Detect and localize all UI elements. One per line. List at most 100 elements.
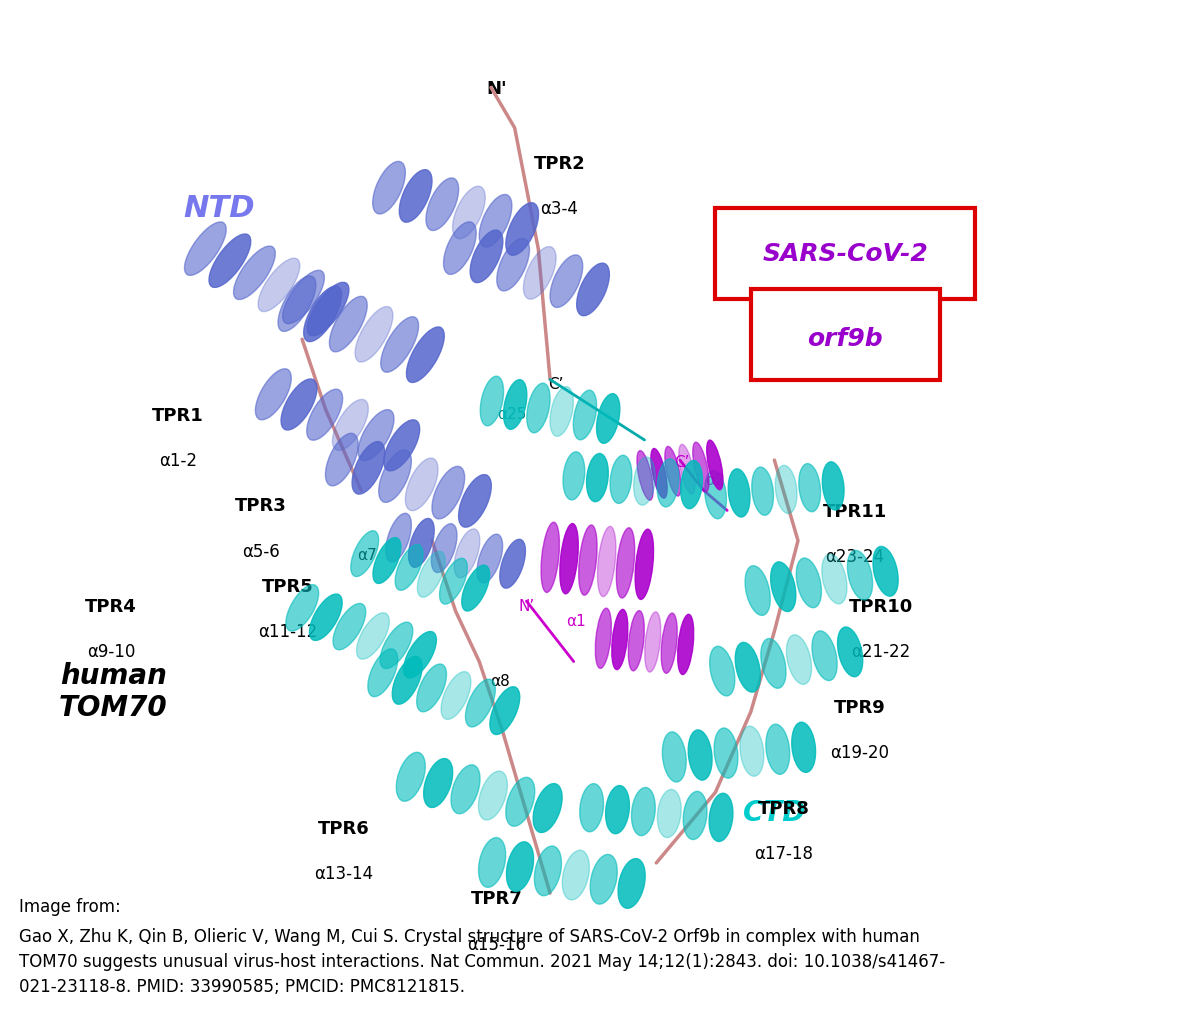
Ellipse shape — [596, 393, 620, 444]
Ellipse shape — [550, 254, 583, 308]
Ellipse shape — [658, 789, 682, 838]
Text: TPR11: TPR11 — [822, 503, 887, 520]
Ellipse shape — [606, 786, 630, 834]
Ellipse shape — [658, 459, 679, 507]
Ellipse shape — [618, 858, 646, 909]
Ellipse shape — [281, 379, 317, 430]
Ellipse shape — [373, 538, 401, 584]
Ellipse shape — [590, 854, 617, 904]
Text: α19-20: α19-20 — [830, 744, 889, 762]
Ellipse shape — [635, 529, 654, 600]
Ellipse shape — [352, 442, 385, 494]
Ellipse shape — [452, 186, 485, 239]
Ellipse shape — [234, 246, 275, 299]
Ellipse shape — [680, 461, 702, 509]
Ellipse shape — [286, 585, 319, 631]
Ellipse shape — [766, 725, 790, 775]
Ellipse shape — [709, 646, 734, 696]
Ellipse shape — [580, 784, 604, 832]
Ellipse shape — [740, 726, 764, 777]
Ellipse shape — [185, 222, 227, 275]
Ellipse shape — [379, 450, 412, 503]
Ellipse shape — [704, 470, 726, 519]
Text: α25: α25 — [498, 408, 527, 422]
Ellipse shape — [634, 457, 655, 505]
Ellipse shape — [350, 530, 379, 576]
Ellipse shape — [812, 631, 838, 681]
Ellipse shape — [541, 522, 559, 593]
Ellipse shape — [480, 376, 504, 426]
Ellipse shape — [478, 535, 503, 583]
Ellipse shape — [424, 758, 452, 807]
Ellipse shape — [418, 552, 445, 597]
Ellipse shape — [728, 469, 750, 517]
Ellipse shape — [310, 594, 342, 641]
Ellipse shape — [678, 614, 694, 675]
Ellipse shape — [610, 455, 632, 504]
Ellipse shape — [479, 838, 505, 887]
Ellipse shape — [650, 449, 667, 498]
Ellipse shape — [770, 562, 796, 611]
Text: Gao X, Zhu K, Qin B, Olieric V, Wang M, Cui S. Crystal structure of SARS-CoV-2 O: Gao X, Zhu K, Qin B, Olieric V, Wang M, … — [19, 928, 944, 996]
Ellipse shape — [209, 234, 251, 287]
Text: Image from:: Image from: — [19, 898, 120, 916]
Ellipse shape — [497, 238, 529, 291]
Text: TPR9: TPR9 — [834, 699, 886, 716]
Text: α17-18: α17-18 — [755, 845, 814, 863]
Text: α23-24: α23-24 — [826, 548, 884, 566]
Ellipse shape — [598, 526, 616, 597]
Ellipse shape — [629, 610, 644, 670]
Ellipse shape — [432, 523, 457, 572]
Text: α1: α1 — [566, 614, 586, 629]
Text: α3-4: α3-4 — [540, 200, 578, 219]
Ellipse shape — [644, 612, 661, 672]
Ellipse shape — [527, 383, 550, 433]
Ellipse shape — [751, 467, 774, 515]
Ellipse shape — [439, 558, 467, 604]
Ellipse shape — [256, 369, 292, 420]
Ellipse shape — [304, 286, 342, 341]
Ellipse shape — [432, 466, 464, 519]
Ellipse shape — [358, 410, 394, 461]
Ellipse shape — [384, 420, 420, 471]
Ellipse shape — [523, 246, 556, 299]
Ellipse shape — [392, 656, 422, 704]
Ellipse shape — [506, 202, 539, 256]
Ellipse shape — [355, 307, 392, 362]
Ellipse shape — [466, 680, 496, 727]
Text: α2: α2 — [706, 473, 725, 487]
Ellipse shape — [786, 635, 811, 685]
Ellipse shape — [385, 513, 412, 562]
Ellipse shape — [368, 649, 397, 697]
Ellipse shape — [683, 791, 707, 839]
Ellipse shape — [822, 554, 847, 604]
Ellipse shape — [416, 664, 446, 711]
Text: TPR10: TPR10 — [848, 598, 913, 616]
Text: TPR7: TPR7 — [472, 890, 523, 909]
Ellipse shape — [665, 447, 682, 496]
Text: α13-14: α13-14 — [314, 865, 373, 883]
Ellipse shape — [612, 609, 628, 669]
Ellipse shape — [470, 230, 503, 283]
Ellipse shape — [408, 518, 434, 567]
Text: TPR4: TPR4 — [85, 598, 137, 616]
Ellipse shape — [775, 465, 797, 513]
Ellipse shape — [504, 379, 527, 429]
Ellipse shape — [563, 850, 589, 900]
Ellipse shape — [258, 259, 300, 312]
Ellipse shape — [799, 464, 821, 512]
FancyBboxPatch shape — [715, 208, 976, 299]
Ellipse shape — [407, 327, 444, 382]
Ellipse shape — [631, 788, 655, 836]
Text: C’: C’ — [548, 377, 564, 392]
Text: SARS-CoV-2: SARS-CoV-2 — [762, 241, 928, 266]
Ellipse shape — [400, 170, 432, 222]
Ellipse shape — [797, 558, 822, 608]
Ellipse shape — [792, 723, 816, 773]
Ellipse shape — [707, 440, 722, 490]
Ellipse shape — [595, 608, 611, 668]
Ellipse shape — [872, 547, 898, 596]
Ellipse shape — [500, 540, 526, 589]
Ellipse shape — [506, 842, 534, 891]
Text: TPR1: TPR1 — [152, 407, 204, 425]
